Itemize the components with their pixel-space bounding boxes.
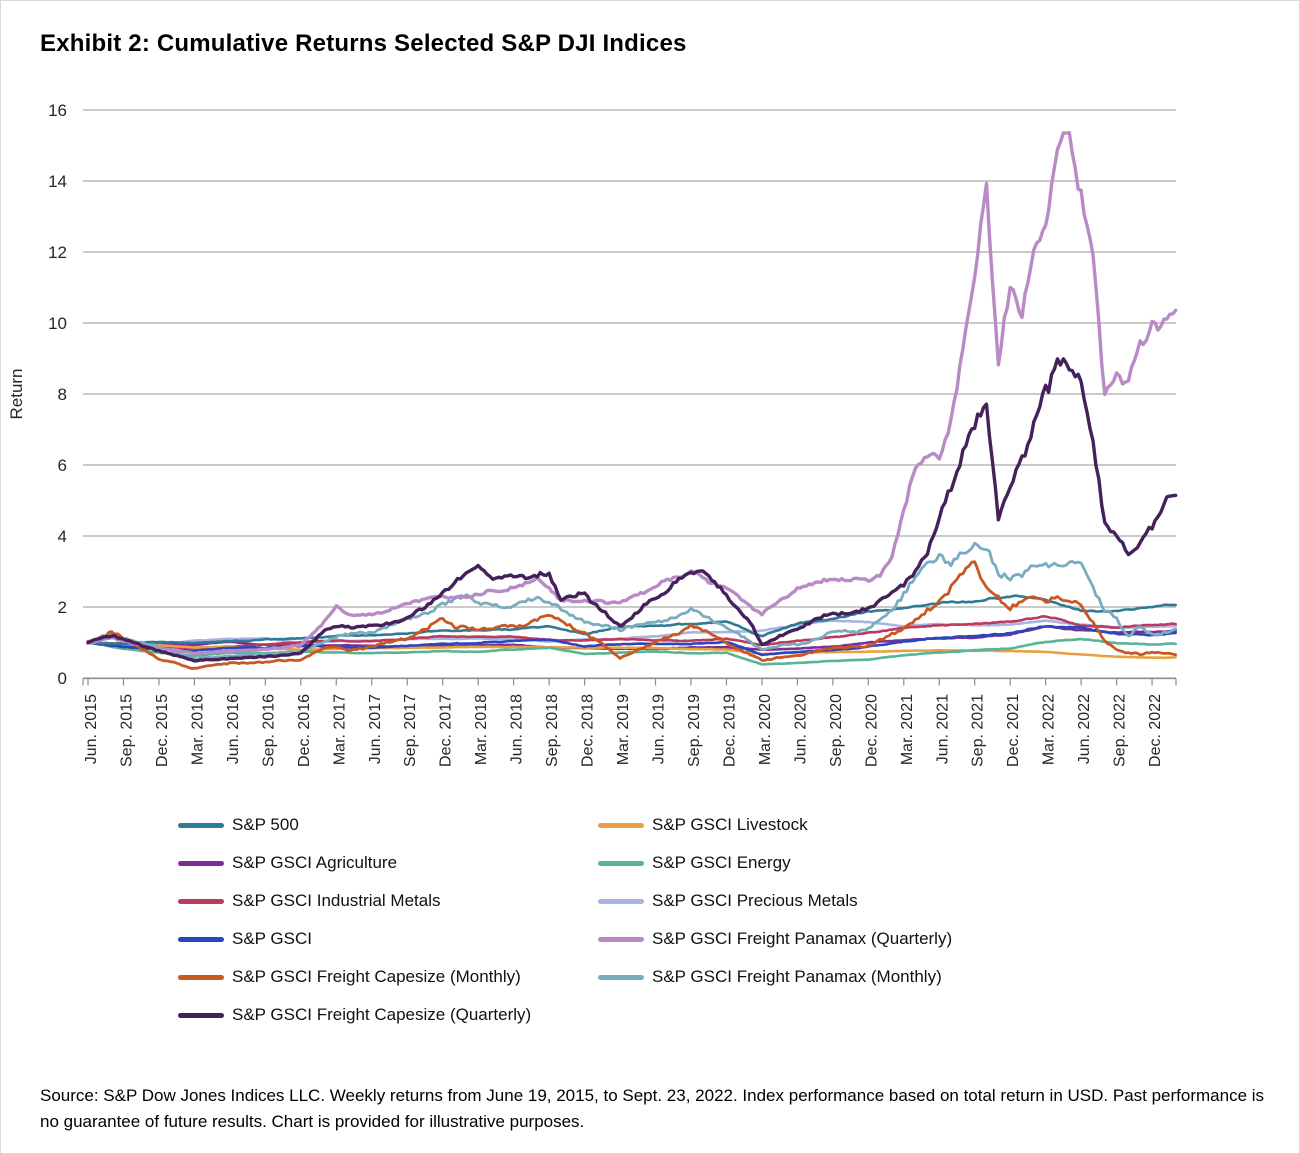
x-tick-label: Sep. 2020 <box>828 694 845 767</box>
x-tick-label: Dec. 2020 <box>863 694 880 767</box>
x-tick-label: Dec. 2022 <box>1147 694 1164 767</box>
chart-plot: 0 2 4 6 8 10 12 14 16 Return Jun. 2015 Sep. 2015 Dec… <box>7 101 1178 767</box>
legend-label: S&P GSCI Freight Capesize (Quarterly) <box>232 1005 532 1024</box>
x-tick-label: Jun. 2016 <box>225 694 242 764</box>
legend-swatch-panamax_quarterly <box>598 936 644 942</box>
y-tick-label: 0 <box>58 669 67 688</box>
y-tick-label: 10 <box>48 314 67 333</box>
x-tick-label: Sep. 2018 <box>544 694 561 767</box>
y-tick-label: 4 <box>58 527 67 546</box>
legend-item-livestock: S&P GSCI Livestock <box>598 815 952 835</box>
x-tick-label: Jun. 2020 <box>792 694 809 764</box>
x-tick-label: Dec. 2015 <box>154 694 171 767</box>
x-tick-label: Dec. 2017 <box>438 694 455 767</box>
series-line-panamax_monthly <box>86 541 1178 661</box>
x-tick-label: Sep. 2017 <box>402 694 419 767</box>
x-tick-label: Mar. 2018 <box>473 694 490 765</box>
legend-swatch-capesize_monthly <box>178 974 224 980</box>
legend-swatch-panamax_monthly <box>598 974 644 980</box>
legend-swatch-industrial_metals <box>178 898 224 904</box>
legend-item-industrial_metals: S&P GSCI Industrial Metals <box>178 891 598 911</box>
y-tick-label: 16 <box>48 101 67 120</box>
x-tick-label: Mar. 2017 <box>331 694 348 765</box>
x-tick-label: Mar. 2020 <box>757 694 774 765</box>
legend-item-energy: S&P GSCI Energy <box>598 853 952 873</box>
y-tick-label: 6 <box>58 456 67 475</box>
legend-label: S&P GSCI Freight Panamax (Quarterly) <box>652 929 953 948</box>
series-line-panamax_quarterly <box>86 131 1178 656</box>
y-tick-label: 2 <box>58 598 67 617</box>
x-tick-label: Mar. 2022 <box>1041 694 1058 765</box>
x-tick-label: Jun. 2019 <box>651 694 668 764</box>
series-line-capesize_quarterly <box>86 357 1178 663</box>
x-tick-label: Dec. 2021 <box>1005 694 1022 767</box>
x-tick-label: Mar. 2016 <box>189 694 206 765</box>
legend-label: S&P GSCI Agriculture <box>232 853 398 872</box>
chart-title: Exhibit 2: Cumulative Returns Selected S… <box>40 30 687 58</box>
legend-label: S&P GSCI <box>232 929 312 948</box>
legend-label: S&P GSCI Freight Capesize (Monthly) <box>232 967 521 986</box>
legend-label: S&P 500 <box>232 815 299 834</box>
legend-label: S&P GSCI Precious Metals <box>652 891 858 910</box>
y-tick-label: 14 <box>48 172 67 191</box>
x-tick-label: Jun. 2022 <box>1076 694 1093 764</box>
series-line-industrial_metals <box>86 615 1177 650</box>
legend-label: S&P GSCI Livestock <box>652 815 808 834</box>
x-tick-label: Jun. 2017 <box>367 694 384 764</box>
y-tick-label: 8 <box>58 385 67 404</box>
legend-item-agriculture: S&P GSCI Agriculture <box>178 853 598 873</box>
legend-item-precious_metals: S&P GSCI Precious Metals <box>598 891 952 911</box>
x-tick-label: Jun. 2021 <box>934 694 951 764</box>
legend-label: S&P GSCI Energy <box>652 853 791 872</box>
legend-swatch-agriculture <box>178 860 224 866</box>
legend-swatch-energy <box>598 860 644 866</box>
x-tick-label: Sep. 2021 <box>970 694 987 767</box>
x-tick-label: Dec. 2016 <box>296 694 313 767</box>
legend-swatch-gsci <box>178 936 224 942</box>
legend-swatch-precious_metals <box>598 898 644 904</box>
legend-swatch-sp500 <box>178 822 224 828</box>
y-axis-label: Return <box>7 368 26 419</box>
x-tick-label: Jun. 2018 <box>509 694 526 764</box>
x-tick-label: Mar. 2021 <box>899 694 916 765</box>
x-tick-label: Sep. 2022 <box>1112 694 1129 767</box>
y-tick-label: 12 <box>48 243 67 262</box>
legend-item-panamax_quarterly: S&P GSCI Freight Panamax (Quarterly) <box>598 929 952 949</box>
legend-item-capesize_quarterly: S&P GSCI Freight Capesize (Quarterly) <box>178 1005 598 1025</box>
series-line-capesize_monthly <box>86 560 1178 670</box>
x-tick-label: Sep. 2019 <box>686 694 703 767</box>
legend: S&P 500 S&P GSCI Livestock S&P GSCI Agricu… <box>178 806 952 1034</box>
legend-swatch-livestock <box>598 822 644 828</box>
x-tick-label: Mar. 2019 <box>615 694 632 765</box>
x-tick-label: Dec. 2018 <box>580 694 597 767</box>
legend-item-panamax_monthly: S&P GSCI Freight Panamax (Monthly) <box>598 967 952 987</box>
legend-label: S&P GSCI Industrial Metals <box>232 891 441 910</box>
legend-item-gsci: S&P GSCI <box>178 929 598 949</box>
x-tick-label: Sep. 2015 <box>118 694 135 767</box>
source-note: Source: S&P Dow Jones Indices LLC. Weekl… <box>40 1086 1265 1132</box>
legend-item-capesize_monthly: S&P GSCI Freight Capesize (Monthly) <box>178 967 598 987</box>
x-tick-label: Sep. 2016 <box>260 694 277 767</box>
legend-item-sp500: S&P 500 <box>178 815 598 835</box>
legend-swatch-capesize_quarterly <box>178 1012 224 1018</box>
x-tick-label: Jun. 2015 <box>83 694 100 764</box>
x-tick-label: Dec. 2019 <box>721 694 738 767</box>
legend-label: S&P GSCI Freight Panamax (Monthly) <box>652 967 942 986</box>
